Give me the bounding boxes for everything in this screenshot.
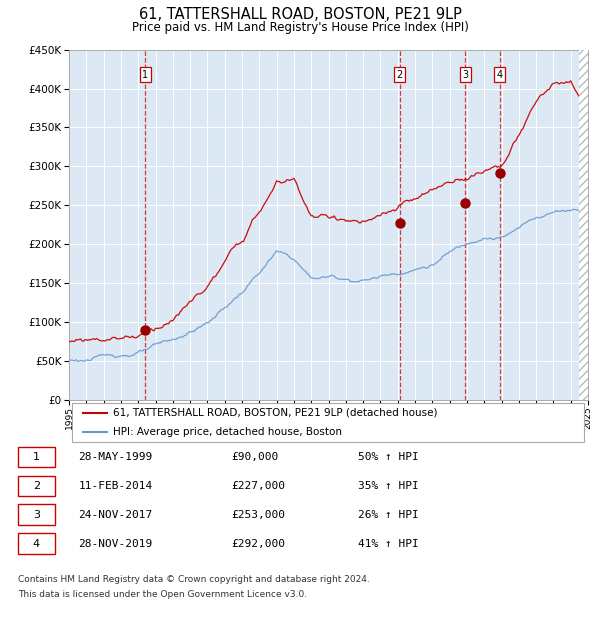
- Text: This data is licensed under the Open Government Licence v3.0.: This data is licensed under the Open Gov…: [18, 590, 307, 600]
- FancyBboxPatch shape: [18, 447, 55, 467]
- Text: 2: 2: [33, 481, 40, 491]
- Text: 4: 4: [497, 69, 503, 79]
- Text: Contains HM Land Registry data © Crown copyright and database right 2024.: Contains HM Land Registry data © Crown c…: [18, 575, 370, 585]
- Text: £90,000: £90,000: [231, 452, 278, 462]
- Text: 28-NOV-2019: 28-NOV-2019: [78, 539, 152, 549]
- Text: 50% ↑ HPI: 50% ↑ HPI: [358, 452, 418, 462]
- Text: 35% ↑ HPI: 35% ↑ HPI: [358, 481, 418, 491]
- FancyBboxPatch shape: [71, 403, 584, 441]
- Text: £292,000: £292,000: [231, 539, 285, 549]
- Text: 41% ↑ HPI: 41% ↑ HPI: [358, 539, 418, 549]
- Text: Price paid vs. HM Land Registry's House Price Index (HPI): Price paid vs. HM Land Registry's House …: [131, 21, 469, 34]
- Text: 11-FEB-2014: 11-FEB-2014: [78, 481, 152, 491]
- Text: HPI: Average price, detached house, Boston: HPI: Average price, detached house, Bost…: [113, 427, 342, 437]
- FancyBboxPatch shape: [18, 476, 55, 497]
- Text: £253,000: £253,000: [231, 510, 285, 520]
- FancyBboxPatch shape: [18, 533, 55, 554]
- Text: 26% ↑ HPI: 26% ↑ HPI: [358, 510, 418, 520]
- Text: £227,000: £227,000: [231, 481, 285, 491]
- Text: 28-MAY-1999: 28-MAY-1999: [78, 452, 152, 462]
- Text: 1: 1: [33, 452, 40, 462]
- Text: 24-NOV-2017: 24-NOV-2017: [78, 510, 152, 520]
- Text: 3: 3: [462, 69, 468, 79]
- Text: 61, TATTERSHALL ROAD, BOSTON, PE21 9LP (detached house): 61, TATTERSHALL ROAD, BOSTON, PE21 9LP (…: [113, 407, 437, 417]
- Text: 4: 4: [33, 539, 40, 549]
- Text: 1: 1: [142, 69, 148, 79]
- Text: 61, TATTERSHALL ROAD, BOSTON, PE21 9LP: 61, TATTERSHALL ROAD, BOSTON, PE21 9LP: [139, 7, 461, 22]
- Polygon shape: [580, 50, 588, 400]
- Text: 3: 3: [33, 510, 40, 520]
- Text: 2: 2: [397, 69, 403, 79]
- FancyBboxPatch shape: [18, 505, 55, 525]
